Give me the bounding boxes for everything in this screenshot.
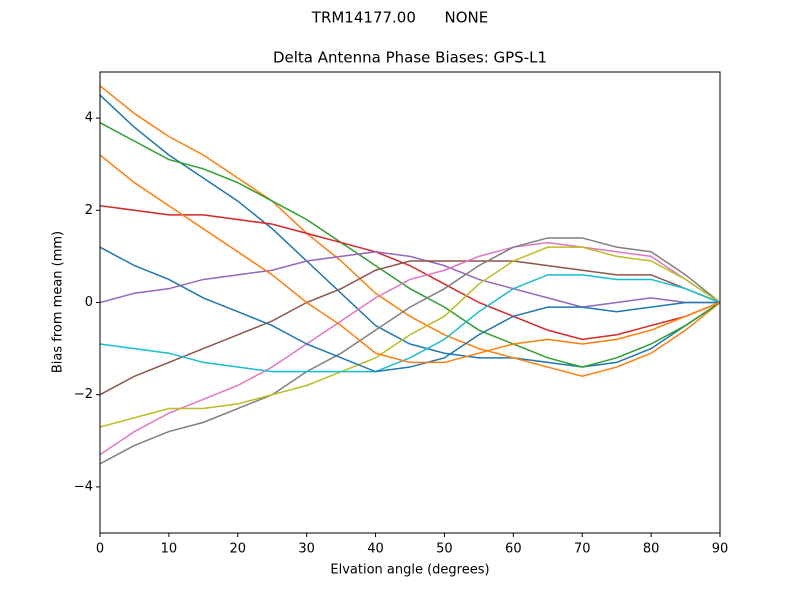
series-line: [99, 85, 721, 378]
x-tick-label: 30: [298, 542, 315, 557]
x-tick-label: 10: [161, 542, 178, 557]
y-tick-label: −2: [74, 387, 93, 402]
series-line: [99, 241, 721, 456]
x-tick-label: 90: [712, 542, 729, 557]
series-line: [99, 246, 720, 373]
x-tick-label: 50: [436, 542, 453, 557]
axes-frame: [99, 71, 721, 534]
y-tick-label: −4: [74, 479, 93, 494]
series-line: [99, 274, 721, 373]
x-axis-label: Elvation angle (degrees): [330, 563, 489, 578]
plot-area: [99, 85, 721, 465]
series-line: [99, 204, 721, 341]
y-axis-label: Bias from mean (mm): [51, 231, 66, 373]
series-line: [99, 246, 721, 428]
chart-title: Delta Antenna Phase Biases: GPS-L1: [273, 49, 547, 67]
y-tick-label: 2: [85, 203, 93, 218]
series-line: [99, 251, 720, 308]
y-tick-label: 4: [85, 111, 93, 126]
x-tick-label: 40: [367, 542, 384, 557]
series-line: [99, 122, 721, 368]
series-line: [99, 94, 721, 368]
series-line: [99, 260, 721, 396]
x-tick-label: 20: [230, 542, 247, 557]
x-tick-label: 0: [96, 542, 104, 557]
suptitle: TRM14177.00 NONE: [311, 9, 488, 27]
series-line: [99, 154, 721, 364]
y-tick-label: 0: [85, 295, 93, 310]
x-tick-label: 70: [574, 542, 591, 557]
x-tick-label: 80: [643, 542, 660, 557]
series-line: [99, 237, 721, 465]
x-tick-label: 60: [505, 542, 522, 557]
